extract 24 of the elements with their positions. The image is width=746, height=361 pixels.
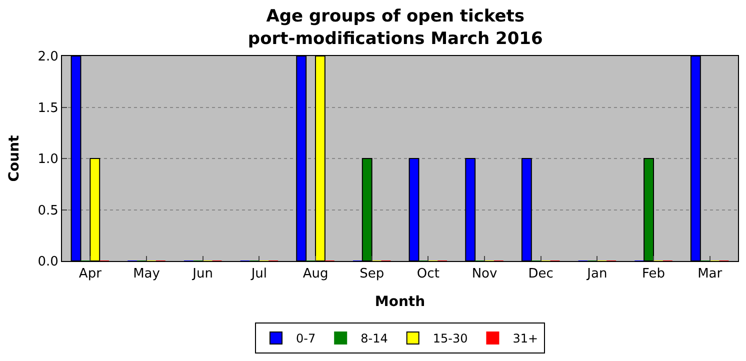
legend-label: 31+: [512, 332, 538, 346]
x-tick-label: Dec: [528, 266, 554, 282]
x-tick-label: Apr: [78, 266, 102, 282]
x-tick-label: Jan: [586, 266, 608, 282]
y-tick-label: 1.0: [38, 152, 58, 168]
x-tick-label: Aug: [302, 266, 328, 282]
x-tick-label: Oct: [416, 266, 440, 282]
x-axis-title: Month: [374, 294, 426, 310]
y-tick-label: 0.5: [38, 203, 58, 218]
x-tick-label: Nov: [472, 266, 498, 282]
legend-label: 15-30: [432, 332, 468, 346]
x-tick-label: May: [133, 266, 160, 282]
x-tick-label: Feb: [642, 266, 666, 282]
x-tick-label: Jun: [192, 266, 213, 282]
legend-label: 0-7: [296, 332, 316, 346]
legend-label: 8-14: [360, 332, 388, 346]
x-tick-label: Mar: [698, 266, 723, 282]
y-tick-label: 2.0: [38, 50, 58, 65]
y-tick-label: 1.5: [38, 100, 58, 116]
y-axis-title: Count: [6, 134, 22, 182]
chart-title: Age groups of open tickets port-modifications March 2016: [248, 6, 543, 49]
x-tick-label: Jul: [250, 266, 268, 282]
y-tick-label: 0.0: [38, 254, 58, 270]
x-tick-label: Sep: [360, 266, 384, 282]
